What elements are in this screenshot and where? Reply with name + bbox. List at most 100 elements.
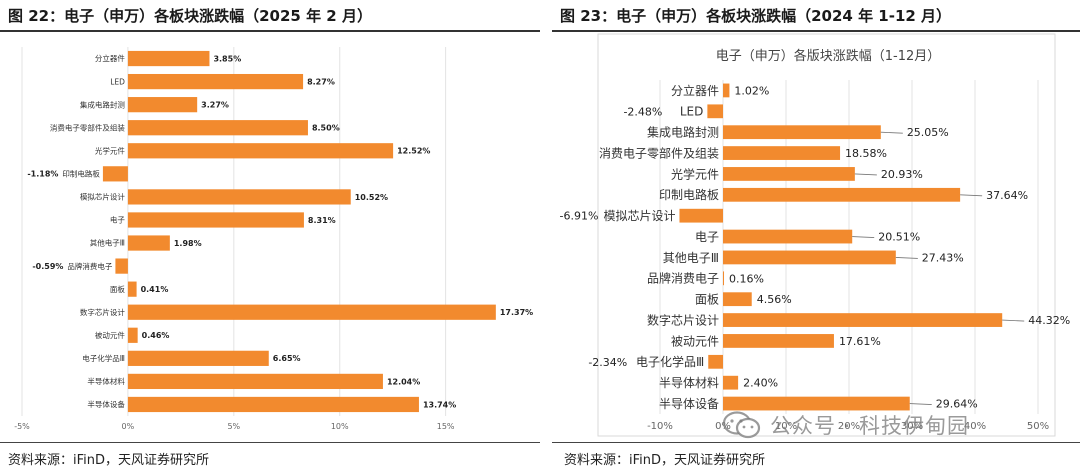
left-bar xyxy=(127,304,496,320)
right-category-label: 电子 xyxy=(695,230,719,244)
right-bottom-rule xyxy=(552,442,1080,443)
left-value-label: -1.18% xyxy=(27,170,58,179)
right-category-label: 印制电路板 xyxy=(659,187,719,202)
left-category-label: 半导体设备 xyxy=(87,399,125,409)
left-value-label: -0.59% xyxy=(32,262,63,271)
left-x-tick-label: -5% xyxy=(14,422,30,431)
right-leader-line xyxy=(895,257,918,259)
right-value-label: 44.32% xyxy=(1028,314,1070,327)
left-value-label: 3.27% xyxy=(201,101,229,110)
left-value-label: 12.04% xyxy=(387,377,420,386)
right-bar xyxy=(723,125,881,140)
left-value-label: 8.50% xyxy=(312,124,340,133)
left-bar-chart: -5% 0% 5% 10% 15% 分立器件 3.85% LED 8.27% 集成电路封测 3.27… xyxy=(14,47,533,431)
left-x-tick-label: 5% xyxy=(227,422,240,431)
left-category-label: 品牌消费电子 xyxy=(67,261,112,271)
left-bar xyxy=(127,235,170,251)
right-value-label: 18.58% xyxy=(845,147,887,160)
right-category-label: 被动元件 xyxy=(671,334,719,348)
left-figure-title: 图 22：电子（申万）各板块涨跌幅（2025 年 2 月） xyxy=(8,7,372,25)
right-bar xyxy=(723,292,752,307)
left-category-label: 被动元件 xyxy=(95,330,125,340)
right-bar xyxy=(679,208,723,223)
right-bar xyxy=(723,250,896,265)
right-value-label: 20.93% xyxy=(881,168,923,181)
right-bar xyxy=(723,229,853,244)
right-category-label: 分立器件 xyxy=(671,83,719,98)
right-value-label: 25.05% xyxy=(907,126,949,139)
right-x-tick-label: 10% xyxy=(775,421,797,432)
wechat-logo-icon xyxy=(722,410,762,440)
right-bar xyxy=(708,354,723,369)
left-bar xyxy=(127,396,419,413)
right-leader-line xyxy=(1002,319,1025,322)
left-bar xyxy=(127,189,351,205)
left-category-label: 模拟芯片设计 xyxy=(80,192,125,202)
left-x-tick-label: 0% xyxy=(122,422,135,431)
right-category-label: 其他电子Ⅲ xyxy=(663,251,719,265)
right-value-label: -2.48% xyxy=(623,105,662,118)
right-category-label: 半导体设备 xyxy=(659,397,719,411)
left-category-label: 分立器件 xyxy=(95,53,125,63)
left-bar xyxy=(127,281,137,297)
left-value-label: 3.85% xyxy=(213,54,241,63)
right-value-label: 20.51% xyxy=(878,231,920,244)
right-bar xyxy=(723,334,834,348)
right-value-label: 1.02% xyxy=(734,84,769,97)
left-category-label: 印制电路板 xyxy=(62,169,100,179)
right-value-label: 2.40% xyxy=(743,377,778,390)
left-bar xyxy=(127,50,210,67)
right-value-label: 27.43% xyxy=(922,251,964,264)
right-bar xyxy=(723,396,910,411)
left-bar xyxy=(127,212,304,228)
left-category-label: 其他电子Ⅲ xyxy=(90,238,125,248)
right-leader-line xyxy=(854,173,877,176)
right-category-label: 模拟芯片设计 xyxy=(603,209,675,223)
left-value-label: 10.52% xyxy=(355,193,388,202)
left-value-label: 0.41% xyxy=(141,285,169,294)
left-category-label: 数字芯片设计 xyxy=(80,307,125,317)
right-bar xyxy=(723,313,1003,327)
left-value-label: 12.52% xyxy=(397,147,430,156)
right-bar xyxy=(707,104,723,119)
left-value-label: 8.27% xyxy=(307,77,335,86)
right-category-label: 数字芯片设计 xyxy=(647,312,719,327)
right-bar xyxy=(723,271,725,286)
right-leader-line xyxy=(909,403,932,405)
right-leader-line xyxy=(960,194,983,197)
left-bar xyxy=(127,327,138,343)
right-bar xyxy=(723,83,730,98)
right-value-label: -2.34% xyxy=(588,356,627,369)
watermark-text: 公众号 · 科技伊甸园 xyxy=(770,414,970,438)
left-category-label: 光学元件 xyxy=(95,145,125,155)
right-value-label: 0.16% xyxy=(729,272,764,285)
right-bar xyxy=(723,187,961,202)
right-bar xyxy=(723,375,739,390)
left-bar xyxy=(127,143,394,159)
right-value-label: 17.61% xyxy=(839,335,881,348)
left-bottom-rule xyxy=(0,442,540,443)
right-x-tick-label: 40% xyxy=(964,421,986,432)
right-bar xyxy=(723,146,841,160)
right-category-label: 品牌消费电子 xyxy=(647,272,719,286)
left-bar xyxy=(127,350,269,366)
left-value-label: 1.98% xyxy=(174,239,202,248)
left-value-label: 17.37% xyxy=(500,308,533,317)
right-x-tick-label: 0% xyxy=(715,421,731,432)
right-bar xyxy=(723,167,855,181)
left-value-label: 8.31% xyxy=(308,216,336,225)
left-category-label: 消费电子零部件及组装 xyxy=(50,122,125,132)
right-bar-chart: 电子（申万）各版块涨跌幅（1-12月） -10% 0% 10% 20% 30% 40% 50%… xyxy=(560,33,1070,437)
left-bar xyxy=(115,258,128,274)
right-category-label: 电子化学品Ⅲ xyxy=(636,354,704,369)
right-category-label: 消费电子零部件及组装 xyxy=(599,145,719,160)
watermark: 公众号 · 科技伊甸园 xyxy=(722,408,1072,442)
left-value-label: 6.65% xyxy=(273,354,301,363)
right-category-label: 光学元件 xyxy=(671,166,719,181)
left-category-label: 电子 xyxy=(110,215,125,225)
left-category-label: 电子化学品Ⅲ xyxy=(82,353,125,363)
right-title-rule xyxy=(552,30,1080,32)
left-bar xyxy=(127,73,304,90)
left-title-rule xyxy=(0,30,540,32)
left-category-label: 集成电路封测 xyxy=(80,99,125,109)
